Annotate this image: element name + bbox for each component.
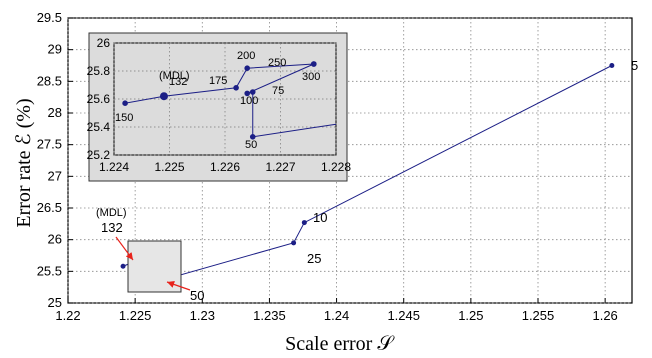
- inset-label-300: 300: [302, 71, 320, 83]
- x-tick-label: 1.24: [324, 308, 349, 323]
- inset-points: [122, 61, 317, 140]
- inset-x-tick-label: 1.227: [265, 160, 295, 174]
- inset-x-tick-label: 1.224: [99, 160, 129, 174]
- x-axis-label: Scale error 𝒮: [285, 333, 395, 355]
- y-tick-label: 29: [48, 42, 62, 57]
- x-tick-label: 1.26: [592, 308, 617, 323]
- x-tick-label: 1.255: [522, 308, 555, 323]
- inset-point-100: [244, 90, 250, 97]
- label-point-50: 50: [190, 288, 204, 303]
- inset-x-tick-label: 1.226: [210, 160, 240, 174]
- label-point-10: 10: [313, 210, 327, 225]
- inset-y-tick-label: 26: [97, 36, 111, 50]
- y-tick-label: 28.5: [37, 73, 62, 88]
- y-tick-label: 26: [48, 232, 62, 247]
- inset-label-75: 75: [272, 85, 284, 97]
- inset-x-tick-labels: 1.224 1.225 1.226 1.227 1.228: [99, 160, 351, 174]
- fifty-arrow: [166, 280, 191, 291]
- inset-label-175: 175: [209, 75, 227, 87]
- inset-background: [88, 32, 348, 182]
- y-tick-label: 25.5: [37, 263, 62, 278]
- inset-point-200: [244, 65, 250, 71]
- inset-label-200: 200: [237, 50, 255, 62]
- y-tick-label: 27.5: [37, 137, 62, 152]
- inset-label-mdl: (MDL): [159, 70, 190, 82]
- inset-y-tick-labels: 25.2 25.4 25.6 25.8 26: [87, 36, 111, 162]
- x-tick-label: 1.23: [190, 308, 215, 323]
- inset-label-132: 132: [169, 76, 187, 88]
- x-tick-label: 1.25: [458, 308, 483, 323]
- inset-point-150: [122, 100, 128, 106]
- y-tick-label: 25: [48, 295, 62, 310]
- data-point-150: [120, 263, 126, 269]
- inset-point-175: [233, 85, 239, 91]
- inset-label-100: 100: [240, 95, 258, 107]
- inset-y-tick-label: 25.6: [87, 92, 111, 106]
- inset-y-tick-label: 25.2: [87, 148, 111, 162]
- inset-zoom: 1.224 1.225 1.226 1.227 1.228 25.225.425.625…: [87, 32, 351, 182]
- mdl-arrow: [115, 236, 134, 261]
- label-point-25: 25: [307, 251, 321, 266]
- y-tick-label: 26.5: [37, 200, 62, 215]
- inset-point-75: [249, 89, 256, 95]
- inset-point-300: [311, 61, 317, 67]
- label-mdl-value: 132: [101, 220, 123, 235]
- x-tick-label: 1.22: [55, 308, 80, 323]
- y-axis-label: Error rate ℰ (%): [13, 98, 35, 227]
- y-tick-labels: 25 25.5 26 26.5 27 27.5 28 28.5 29 29.5: [37, 10, 62, 310]
- x-tick-label: 1.235: [253, 308, 286, 323]
- inset-label-150: 150: [115, 112, 133, 124]
- inset-y-tick-label: 25.4: [87, 120, 111, 134]
- data-point-5: [609, 63, 615, 68]
- label-mdl: (MDL): [96, 207, 127, 219]
- inset-x-tick-label: 1.228: [321, 160, 351, 174]
- data-point-10: [301, 220, 307, 226]
- inset-label-50: 50: [245, 139, 257, 151]
- inset-x-tick-label: 1.225: [154, 160, 184, 174]
- x-tick-label: 1.225: [119, 308, 152, 323]
- x-tick-label: 1.245: [387, 308, 420, 323]
- y-tick-label: 29.5: [37, 10, 62, 25]
- y-tick-label: 28: [48, 105, 62, 120]
- inset-y-tick-label: 25.8: [87, 64, 111, 78]
- inset-series-tail: [252, 123, 337, 138]
- y-tick-label: 27: [48, 168, 62, 183]
- inset-point-132: [159, 92, 168, 101]
- inset-label-250: 250: [268, 57, 286, 69]
- label-point-5: 5: [631, 58, 638, 73]
- inset-point-50: [249, 134, 256, 140]
- data-point-25: [291, 240, 297, 246]
- x-tick-labels: 1.22 1.225 1.23 1.235 1.24 1.245 1.25 1.255 1.26: [55, 308, 617, 323]
